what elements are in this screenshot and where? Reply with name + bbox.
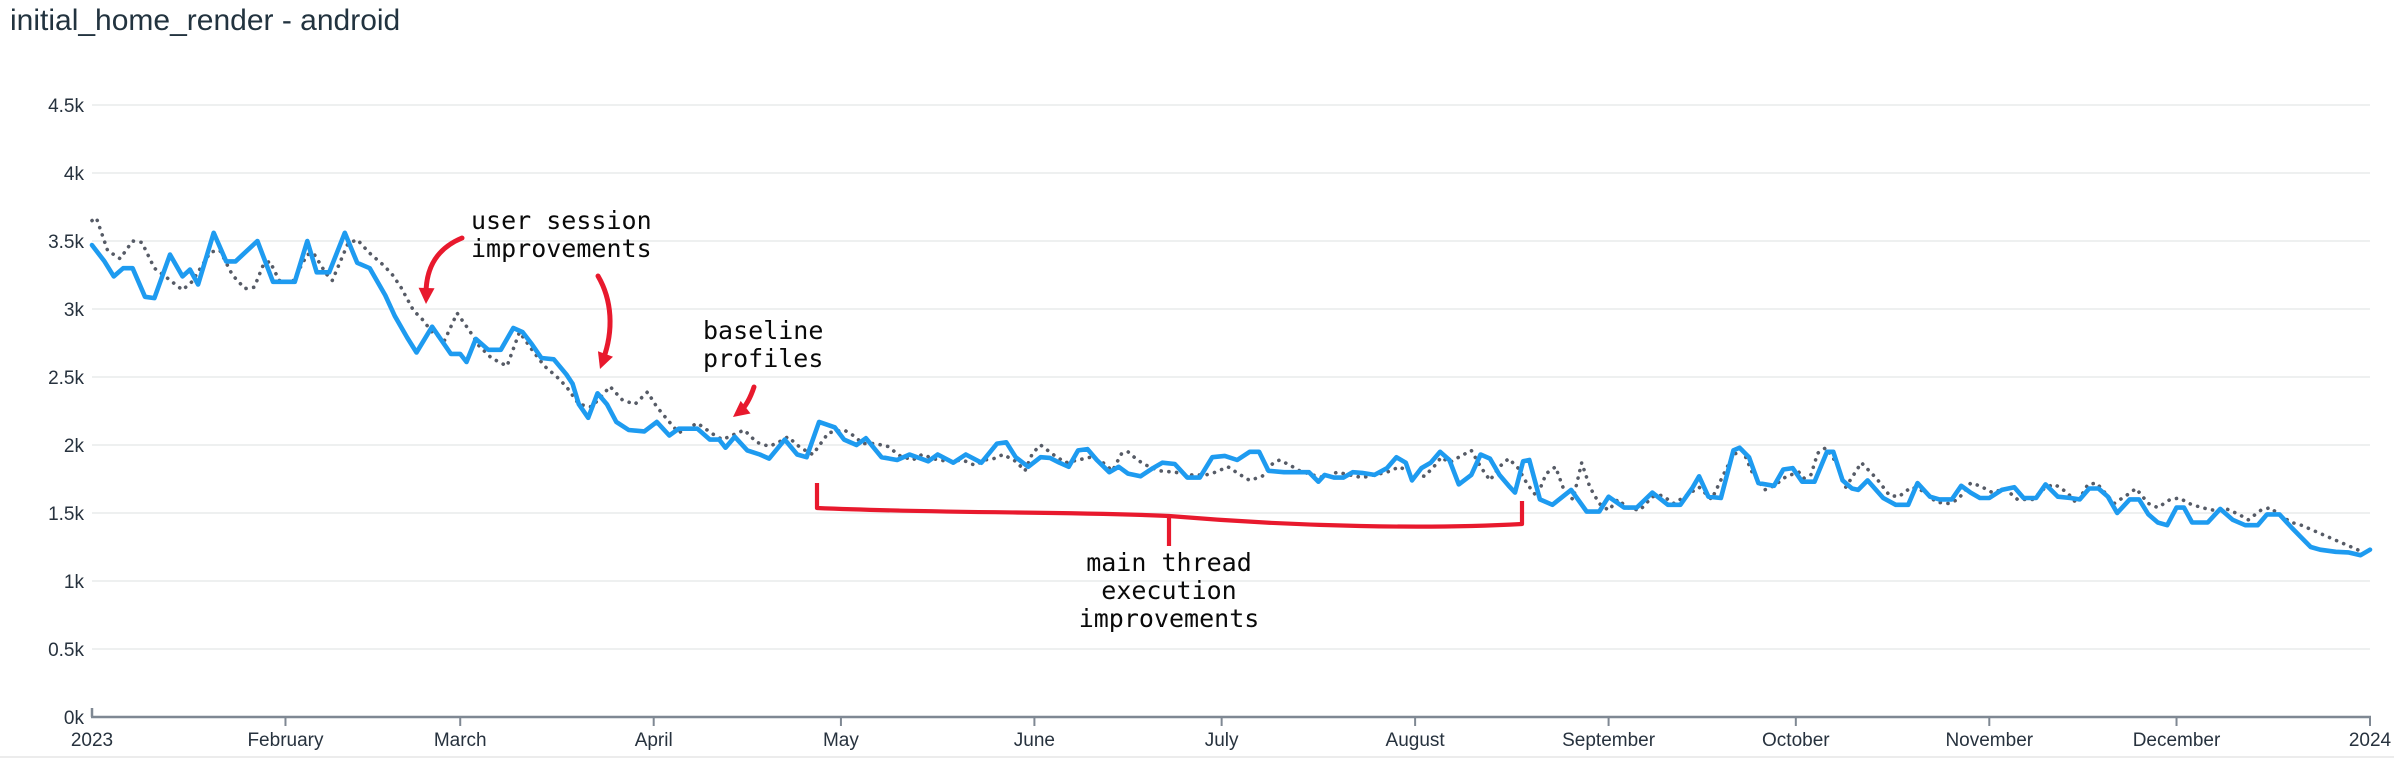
x-tick-label: 2024 xyxy=(2349,730,2392,751)
arrow-user-session-april-head xyxy=(597,351,613,369)
x-tick-label: 2023 xyxy=(71,730,113,751)
x-tick-label: February xyxy=(247,730,324,751)
y-tick-label: 4k xyxy=(64,164,85,185)
series-current-blue-line xyxy=(89,230,2373,558)
y-tick-label: 1.5k xyxy=(48,504,84,525)
annotation-text-main-thread-line2: execution xyxy=(1101,576,1236,605)
x-tick-label: July xyxy=(1205,730,1239,751)
y-tick-label: 2k xyxy=(64,436,85,457)
x-tick-label: August xyxy=(1386,730,1446,751)
annotation-text-user-session-line1: user session xyxy=(471,206,652,235)
arrow-user-session-march xyxy=(423,235,465,297)
arrow-user-session-march-head xyxy=(418,287,435,304)
chart-title: initial_home_render - android xyxy=(10,4,401,37)
annotation-text-main-thread-line3: improvements xyxy=(1079,604,1260,633)
x-tick-label: December xyxy=(2133,730,2221,751)
annotation-text-baseline-profiles-line1: baseline xyxy=(703,316,823,345)
annotation-text-main-thread-line1: main thread xyxy=(1086,548,1252,577)
x-tick-label: September xyxy=(1562,730,1656,751)
y-tick-label: 2.5k xyxy=(48,368,84,389)
y-tick-label: 0.5k xyxy=(48,640,84,661)
arrow-user-session-april xyxy=(595,273,613,363)
annotation-text-baseline-profiles-line2: profiles xyxy=(703,344,823,373)
y-tick-label: 4.5k xyxy=(48,96,84,117)
x-tick-label: November xyxy=(1945,730,2033,751)
y-tick-label: 0k xyxy=(64,708,85,729)
y-tick-label: 3k xyxy=(64,300,85,321)
x-tick-label: May xyxy=(823,730,859,751)
y-tick-label: 1k xyxy=(64,572,85,593)
y-tick-label: 3.5k xyxy=(48,232,84,253)
annotation-text-user-session-line2: improvements xyxy=(471,234,652,263)
x-tick-label: October xyxy=(1762,730,1830,751)
arrow-baseline-profiles-head xyxy=(733,400,751,417)
series-baseline-dotted-line xyxy=(90,216,2372,555)
x-tick-label: April xyxy=(635,730,673,751)
x-tick-label: March xyxy=(434,730,487,751)
x-tick-label: June xyxy=(1014,730,1055,751)
